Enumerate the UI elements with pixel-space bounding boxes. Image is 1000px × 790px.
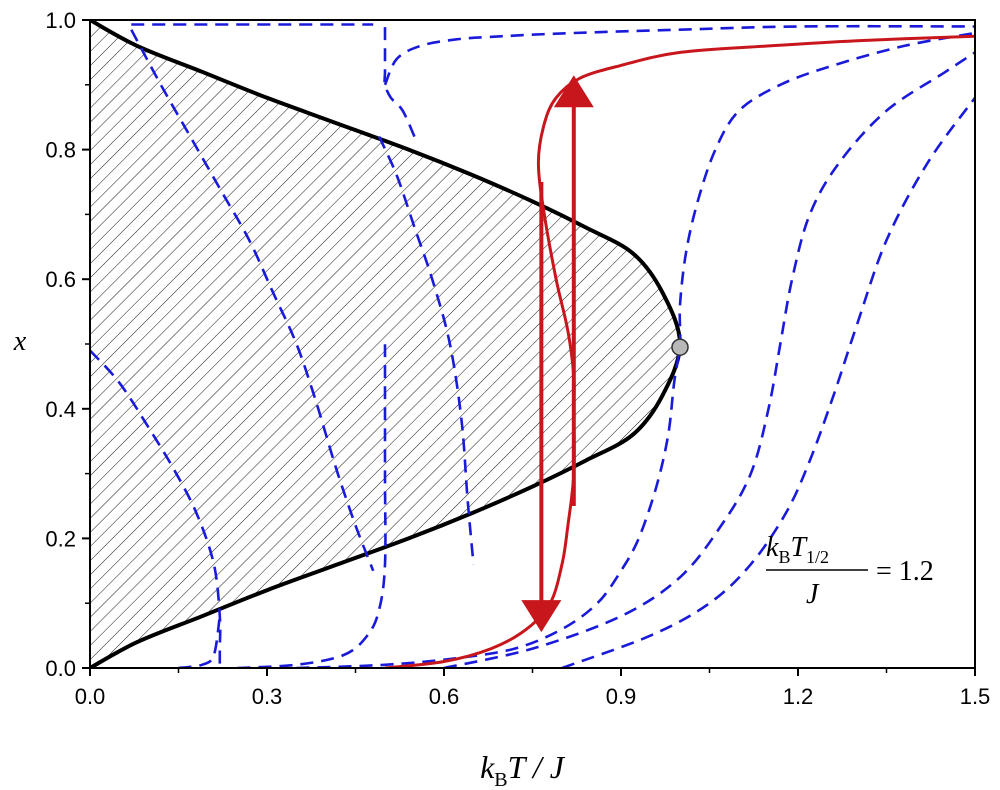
annotation-numerator-k: k [766, 532, 779, 563]
x-tick-label: 0.0 [75, 684, 106, 709]
annotation-equals-value: = 1.2 [876, 556, 934, 587]
critical-point-marker [671, 338, 689, 356]
y-tick-label: 0.2 [45, 526, 76, 551]
dashed-series-line-8 [237, 344, 387, 668]
annotation-sub-b: B [778, 547, 790, 567]
x-tick-label: 0.3 [252, 684, 283, 709]
coexistence-region-fill [90, 20, 680, 668]
dashed-series-line-2 [130, 29, 375, 572]
dashed-series-line-4 [377, 136, 475, 565]
y-tick-label: 0.4 [45, 397, 76, 422]
annotation-formula: kBT1/2 J = 1.2 [766, 532, 934, 610]
y-tick-label: 0.8 [45, 138, 76, 163]
y-axis-label: x [13, 326, 27, 357]
x-tick-label: 0.9 [606, 684, 637, 709]
annotation-sub-half: 1/2 [806, 547, 829, 567]
annotation-numerator-t: T [790, 532, 808, 563]
dashed-series-line-7 [383, 24, 975, 86]
critical-point-layer [671, 338, 689, 356]
x-tick-label: 1.2 [783, 684, 814, 709]
y-axis-ticks: 0.0 0.2 0.4 0.6 0.8 1.0 [45, 8, 90, 681]
x-axis-label: kBT / J [480, 749, 566, 790]
y-tick-label: 0.0 [45, 656, 76, 681]
dashed-series-line-6 [383, 26, 416, 138]
hysteresis-arrows [521, 75, 594, 633]
dashed-series-line-10 [443, 51, 975, 668]
dashed-series-line-11 [561, 97, 975, 668]
dashed-series-line-1 [90, 349, 222, 668]
annotation-denominator: J [806, 579, 820, 610]
x-tick-label: 1.5 [960, 684, 991, 709]
x-axis-ticks: 0.0 0.3 0.6 0.9 1.2 1.5 [75, 668, 991, 709]
x-axis-label-k: k [480, 749, 495, 785]
x-axis-label-sub: B [494, 769, 507, 790]
x-tick-label: 0.6 [429, 684, 460, 709]
y-tick-label: 1.0 [45, 8, 76, 33]
x-axis-label-rest: T / J [508, 749, 566, 785]
y-tick-label: 0.6 [45, 267, 76, 292]
dashed-series-line-9 [296, 31, 975, 668]
annotation-numerator: kBT1/2 [766, 532, 829, 567]
